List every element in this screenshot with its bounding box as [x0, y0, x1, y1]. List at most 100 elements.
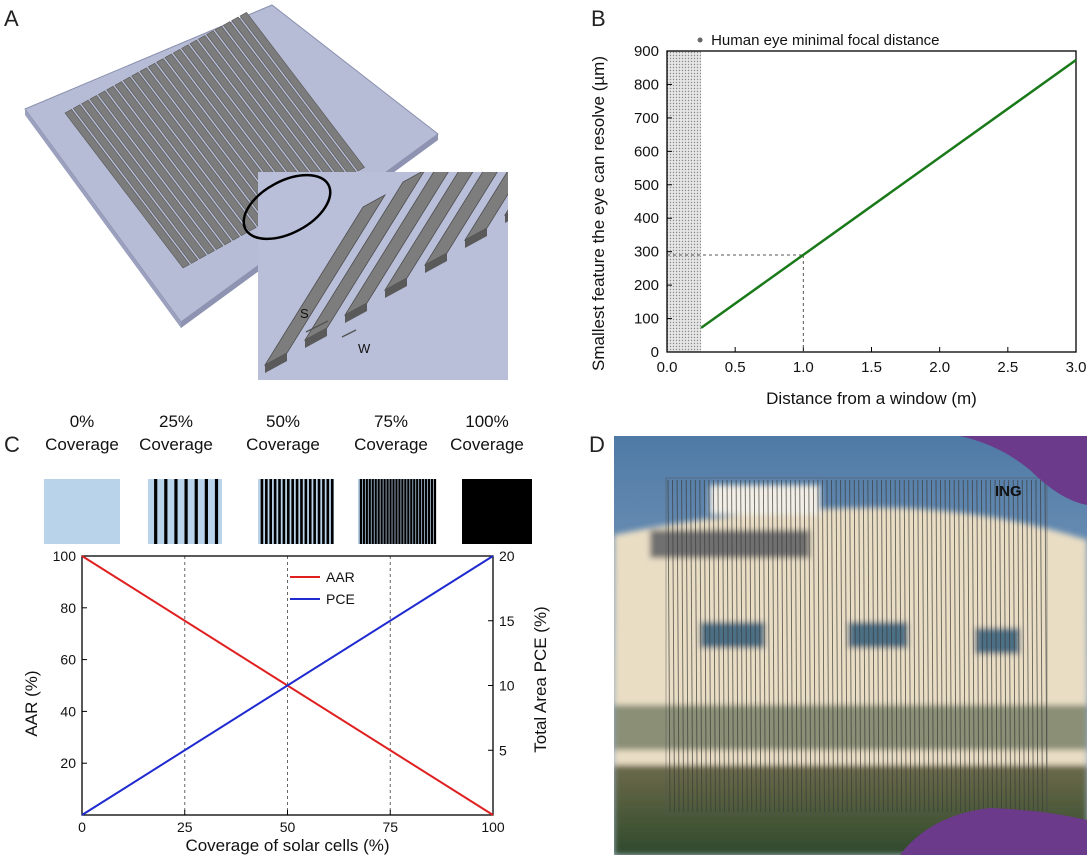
- x-tick-label: 100: [481, 819, 505, 835]
- series-line-pce: [81, 555, 494, 816]
- swatch-stripe: [194, 479, 198, 544]
- photo-line: [899, 479, 903, 813]
- photo-line: [881, 479, 884, 813]
- photo-line: [962, 479, 966, 813]
- photo-line: [772, 479, 775, 813]
- photo-line: [921, 479, 925, 813]
- photo-line: [912, 479, 916, 813]
- photo-line: [862, 479, 866, 813]
- photo-line: [726, 479, 730, 813]
- coverage-swatches: [44, 479, 532, 544]
- swatch-stripe: [295, 479, 299, 544]
- swatch-stripe: [398, 479, 401, 544]
- solar-stripe: [64, 109, 190, 269]
- photo-line: [985, 479, 989, 813]
- photo-line: [812, 479, 816, 813]
- swatch-stripe: [407, 479, 410, 544]
- swatch-stripe: [383, 479, 386, 544]
- shaded-region-focal-distance: [667, 51, 702, 352]
- photo-line: [980, 479, 984, 813]
- solar-stripe: [131, 72, 257, 232]
- photo-line: [958, 479, 962, 813]
- swatch-stripe: [164, 479, 168, 544]
- inset-stripe-edge: [425, 253, 447, 273]
- inset-stripe-edge: [385, 278, 407, 298]
- photo-line: [858, 479, 862, 813]
- swatch-stripe: [291, 479, 294, 544]
- inset-stripe-edge: [345, 303, 367, 323]
- photo-line: [717, 479, 721, 813]
- inset-stripe: [383, 172, 474, 292]
- photo-line: [685, 479, 689, 813]
- photo-line: [976, 479, 980, 813]
- swatch-stripe: [308, 479, 312, 544]
- photo-line: [1035, 479, 1039, 813]
- coverage-label-50: 50% Coverage: [228, 410, 338, 456]
- swatch-stripe: [286, 479, 290, 544]
- photo-line: [694, 479, 698, 813]
- x-tick-label: 1.0: [793, 359, 814, 376]
- solar-stripe: [72, 104, 199, 264]
- spacing-arrow: [305, 320, 329, 333]
- photo-line: [749, 479, 753, 813]
- photo-line: [776, 479, 780, 813]
- photo-line: [944, 479, 948, 813]
- coverage-pct: 0%: [69, 412, 95, 431]
- y-tick-label: 500: [634, 177, 659, 194]
- inset-stripe: [263, 193, 387, 367]
- photo-line: [799, 479, 803, 813]
- swatch-stripe: [365, 479, 368, 544]
- photo-line: [840, 479, 844, 813]
- glove-fingertip-top: [960, 436, 1087, 505]
- y-tick-label: 0: [651, 344, 659, 361]
- legend-label-pce: PCE: [326, 591, 355, 607]
- photo-line: [708, 479, 712, 813]
- swatch-stripe: [392, 479, 395, 544]
- coverage-label-0: 0% Coverage: [27, 410, 137, 456]
- photo-line: [826, 479, 830, 813]
- inset-stripe-edge: [305, 328, 327, 348]
- photo-line: [844, 479, 848, 813]
- y-axis-label-left: AAR (%): [22, 670, 41, 736]
- photo-line: [781, 479, 785, 813]
- swatch-stripe: [204, 479, 208, 544]
- swatch-stripe: [184, 479, 188, 544]
- inset-stripe: [503, 209, 508, 217]
- width-arrow: [341, 329, 357, 338]
- y-tick-label: 400: [634, 210, 659, 227]
- series-line: [700, 59, 1077, 329]
- swatch-stripe: [425, 479, 428, 544]
- photo-line: [835, 479, 839, 813]
- coverage-word: Coverage: [45, 435, 119, 454]
- photo-line: [994, 479, 998, 813]
- legend-label-aar: AAR: [326, 569, 355, 585]
- zoom-highlight-ellipse: [242, 173, 332, 241]
- x-tick-label: 1.5: [861, 359, 882, 376]
- photo-line: [731, 479, 735, 813]
- swatch-stripe: [214, 479, 219, 544]
- photo-line: [1040, 479, 1043, 813]
- y-tick-label: 600: [634, 143, 659, 160]
- coverage-word: Coverage: [139, 435, 213, 454]
- photo-line: [949, 479, 953, 813]
- x-tick-label: 50: [280, 819, 296, 835]
- inset-stripe: [423, 172, 498, 267]
- y-tick-label-right: 10: [499, 678, 515, 694]
- width-label: W: [358, 341, 371, 356]
- glove-fingertip-bottom: [900, 808, 1087, 855]
- photo-line: [821, 479, 825, 813]
- y-tick-label: 900: [634, 43, 659, 60]
- swatch-stripe: [404, 479, 407, 544]
- focal-distance-marker: [697, 37, 703, 43]
- swatch-stripe: [300, 479, 303, 544]
- photo-line: [740, 479, 744, 813]
- photo-line: [871, 479, 875, 813]
- y-tick-label-left: 100: [53, 548, 77, 564]
- zoom-inset-stripes: [263, 172, 508, 373]
- y-tick-label-right: 15: [499, 613, 515, 629]
- photo-line: [699, 479, 703, 813]
- swatch-stripe: [413, 479, 416, 544]
- x-tick-label: 3.0: [1066, 359, 1087, 376]
